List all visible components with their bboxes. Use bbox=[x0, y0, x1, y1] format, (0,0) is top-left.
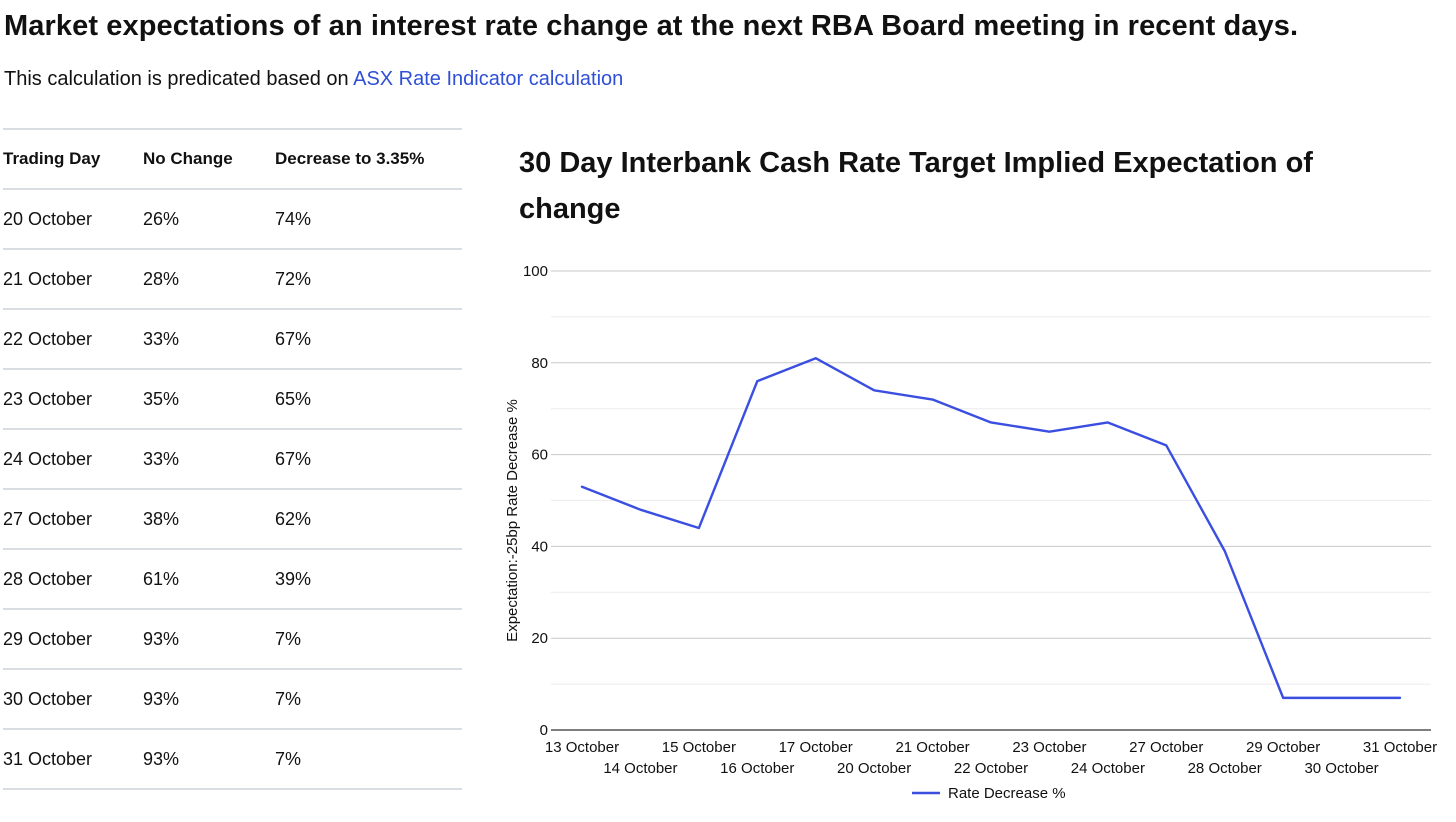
x-tick-label: 29 October bbox=[1246, 739, 1320, 756]
calculation-note: This calculation is predicated based on … bbox=[4, 68, 623, 91]
line-chart: 0 20 40 60 80 100 Expectation:-25bp Rate Decre… bbox=[504, 263, 1437, 802]
trading-day-cell: 21 October bbox=[3, 249, 143, 310]
calculation-note-text: This calculation is predicated based on bbox=[4, 68, 354, 90]
x-tick-label: 17 October bbox=[779, 739, 853, 756]
x-tick-label: 21 October bbox=[895, 739, 969, 756]
asx-rate-indicator-link[interactable]: ASX Rate Indicator calculation bbox=[353, 68, 624, 90]
rate-expectation-table: Trading Day No Change Decrease to 3.35% … bbox=[3, 128, 462, 790]
no-change-cell: 93% bbox=[143, 729, 275, 790]
y-tick-label: 20 bbox=[531, 630, 548, 647]
table-row: 22 October 33% 67% bbox=[3, 309, 462, 370]
x-tick-label: 15 October bbox=[662, 739, 736, 756]
y-tick-label: 0 bbox=[540, 722, 548, 739]
no-change-cell: 28% bbox=[143, 249, 275, 310]
x-tick-label: 31 October bbox=[1363, 739, 1437, 756]
no-change-cell: 26% bbox=[143, 189, 275, 250]
trading-day-cell: 20 October bbox=[3, 189, 143, 250]
table-row: 20 October 26% 74% bbox=[3, 189, 462, 250]
trading-day-cell: 31 October bbox=[3, 729, 143, 790]
table-row: 23 October 35% 65% bbox=[3, 369, 462, 430]
table-row: 28 October 61% 39% bbox=[3, 549, 462, 610]
trading-day-cell: 28 October bbox=[3, 549, 143, 610]
trading-day-cell: 24 October bbox=[3, 429, 143, 490]
decrease-cell: 72% bbox=[275, 249, 462, 310]
y-tick-label: 80 bbox=[531, 355, 548, 372]
no-change-cell: 33% bbox=[143, 309, 275, 370]
x-tick-label: 22 October bbox=[954, 760, 1028, 777]
trading-day-cell: 23 October bbox=[3, 369, 143, 430]
decrease-cell: 67% bbox=[275, 429, 462, 490]
chart-title: 30 Day Interbank Cash Rate Target Implie… bbox=[519, 147, 1313, 225]
no-change-cell: 33% bbox=[143, 429, 275, 490]
decrease-cell: 7% bbox=[275, 729, 462, 790]
x-tick-label: 27 October bbox=[1129, 739, 1203, 756]
y-tick-label: 40 bbox=[531, 538, 548, 555]
y-tick-label: 100 bbox=[523, 263, 548, 280]
trading-day-cell: 22 October bbox=[3, 309, 143, 370]
table-row: 29 October 93% 7% bbox=[3, 609, 462, 670]
x-tick-label: 20 October bbox=[837, 760, 911, 777]
decrease-cell: 7% bbox=[275, 669, 462, 730]
x-tick-label: 14 October bbox=[603, 760, 677, 777]
decrease-cell: 65% bbox=[275, 369, 462, 430]
x-tick-label: 16 October bbox=[720, 760, 794, 777]
no-change-cell: 35% bbox=[143, 369, 275, 430]
decrease-cell: 74% bbox=[275, 189, 462, 250]
no-change-cell: 93% bbox=[143, 669, 275, 730]
series-line bbox=[580, 357, 1402, 700]
table-row: 31 October 93% 7% bbox=[3, 729, 462, 790]
table-row: 21 October 28% 72% bbox=[3, 249, 462, 310]
x-tick-label: 24 October bbox=[1071, 760, 1145, 777]
header-decrease: Decrease to 3.35% bbox=[275, 129, 462, 190]
x-tick-label: 23 October bbox=[1012, 739, 1086, 756]
decrease-cell: 67% bbox=[275, 309, 462, 370]
no-change-cell: 61% bbox=[143, 549, 275, 610]
legend-label: Rate Decrease % bbox=[948, 785, 1066, 802]
page-heading: Market expectations of an interest rate … bbox=[4, 10, 1299, 42]
x-tick-label: 30 October bbox=[1304, 760, 1378, 777]
decrease-cell: 7% bbox=[275, 609, 462, 670]
no-change-cell: 38% bbox=[143, 489, 275, 550]
decrease-cell: 39% bbox=[275, 549, 462, 610]
trading-day-cell: 29 October bbox=[3, 609, 143, 670]
header-no-change: No Change bbox=[143, 129, 275, 190]
table-row: 24 October 33% 67% bbox=[3, 429, 462, 490]
header-trading-day: Trading Day bbox=[3, 129, 143, 190]
y-tick-label: 60 bbox=[531, 447, 548, 464]
table-row: 30 October 93% 7% bbox=[3, 669, 462, 730]
no-change-cell: 93% bbox=[143, 609, 275, 670]
decrease-cell: 62% bbox=[275, 489, 462, 550]
x-tick-label: 13 October bbox=[545, 739, 619, 756]
y-axis-title: Expectation:-25bp Rate Decrease % bbox=[504, 399, 521, 642]
table-header-row: Trading Day No Change Decrease to 3.35% bbox=[3, 129, 462, 190]
x-tick-label: 28 October bbox=[1188, 760, 1262, 777]
trading-day-cell: 27 October bbox=[3, 489, 143, 550]
table-row: 27 October 38% 62% bbox=[3, 489, 462, 550]
trading-day-cell: 30 October bbox=[3, 669, 143, 730]
